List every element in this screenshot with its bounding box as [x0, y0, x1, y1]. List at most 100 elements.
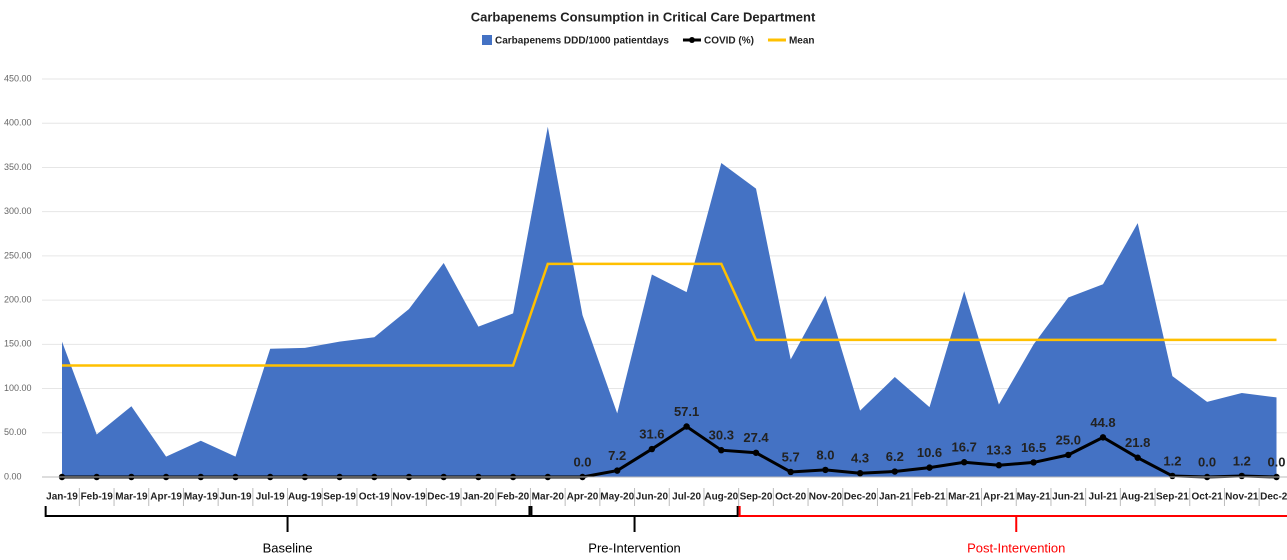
marker: [1065, 451, 1072, 459]
x-tick-label: Feb-20: [497, 492, 530, 503]
x-tick-label: Dec-19: [427, 492, 460, 503]
x-tick-label: Mar-21: [948, 492, 981, 503]
x-tick-label: Apr-20: [567, 492, 599, 503]
x-tick-label: May-20: [600, 492, 634, 503]
data-label: 0.0: [573, 454, 591, 469]
legend-marker: [688, 37, 695, 43]
data-label: 25.0: [1056, 432, 1081, 447]
y-tick-label: 400.00: [4, 118, 32, 128]
phase-bracket: [738, 506, 1287, 532]
y-tick-label: 250.00: [4, 250, 32, 260]
data-label: 0.0: [1198, 454, 1216, 469]
data-label: 16.7: [952, 440, 977, 455]
x-tick-label: Feb-19: [81, 492, 114, 503]
marker: [1099, 434, 1107, 441]
y-tick-label: 450.00: [4, 73, 32, 83]
x-tick-label: Sep-20: [740, 492, 773, 503]
data-label: 7.2: [608, 448, 626, 463]
marker: [1169, 472, 1176, 480]
x-tick-label: Feb-21: [913, 492, 946, 503]
legend-item: COVID (%): [682, 36, 754, 47]
x-tick-label: Oct-19: [359, 492, 391, 503]
x-tick-label: Jul-19: [256, 492, 285, 503]
data-label: 27.4: [743, 430, 769, 445]
marker: [926, 464, 933, 471]
phase-label: Baseline: [263, 540, 313, 555]
x-tick-label: Aug-20: [704, 492, 738, 503]
marker: [995, 462, 1003, 469]
x-tick-label: Sep-21: [1156, 492, 1189, 503]
data-label: 44.8: [1090, 415, 1115, 430]
legend-item: Carbapenems DDD/1000 patientdays: [482, 35, 669, 47]
marker: [822, 466, 829, 474]
data-label: 31.6: [639, 426, 664, 441]
x-tick-label: Jul-20: [672, 492, 701, 503]
data-label: 57.1: [674, 404, 699, 419]
x-tick-label: May-21: [1017, 492, 1051, 503]
x-tick-label: Apr-19: [150, 492, 182, 503]
phase-label: Post-Intervention: [967, 540, 1065, 555]
phase-bracket: [44, 506, 531, 532]
y-tick-label: 350.00: [4, 162, 32, 172]
marker: [614, 467, 621, 474]
marker: [891, 468, 898, 475]
data-label: 16.5: [1021, 440, 1046, 455]
x-tick-label: Jun-20: [636, 492, 669, 503]
marker: [1030, 459, 1037, 466]
line: [62, 262, 1277, 367]
x-tick-label: Jun-21: [1052, 492, 1085, 503]
data-label: 13.3: [986, 443, 1011, 458]
marker: [1134, 454, 1141, 461]
chart-title: Carbapenems Consumption in Critical Care…: [471, 9, 816, 24]
x-tick-label: Oct-21: [1192, 492, 1224, 503]
y-tick-label: 150.00: [4, 339, 32, 349]
data-label: 4.3: [851, 451, 869, 466]
x-tick-label: Aug-19: [288, 492, 322, 503]
marker: [718, 447, 725, 454]
x-tick-label: Jul-21: [1089, 492, 1118, 503]
legend-item: Mean: [767, 36, 815, 47]
data-label: 8.0: [816, 447, 834, 462]
marker: [961, 459, 968, 466]
data-label: 21.8: [1125, 435, 1150, 450]
x-tick-label: Aug-21: [1121, 492, 1155, 503]
legend-label: Mean: [789, 36, 815, 47]
x-tick-label: Jun-19: [219, 492, 252, 503]
x-tick-label: Dec-20: [844, 492, 877, 503]
phase-bracket: [530, 506, 739, 532]
y-tick-label: 100.00: [4, 383, 32, 393]
marker: [856, 469, 864, 477]
x-tick-label: Jan-20: [463, 492, 495, 503]
x-tick-label: Nov-20: [809, 492, 843, 503]
legend-label: COVID (%): [704, 36, 754, 47]
y-tick-label: 0.00: [4, 471, 22, 481]
marker: [787, 468, 794, 476]
x-tick-label: Mar-19: [115, 492, 148, 503]
data-label: 0.0: [1267, 454, 1285, 469]
data-label: 1.2: [1233, 453, 1251, 468]
area: [62, 126, 1277, 477]
data-label: 6.2: [886, 449, 904, 464]
legend-label: Carbapenems DDD/1000 patientdays: [495, 36, 669, 47]
marker: [1238, 472, 1246, 480]
x-tick-label: Apr-21: [983, 492, 1015, 503]
data-label: 10.6: [917, 445, 942, 460]
marker: [648, 445, 656, 453]
y-tick-label: 200.00: [4, 294, 32, 304]
marker: [752, 449, 760, 456]
x-tick-label: Jan-19: [46, 492, 78, 503]
x-tick-label: Jan-21: [879, 492, 911, 503]
x-tick-label: Oct-20: [775, 492, 807, 503]
marker: [683, 423, 690, 430]
legend-swatch: [482, 35, 492, 45]
y-tick-label: 300.00: [4, 206, 32, 216]
phase-label: Pre-Intervention: [588, 540, 681, 555]
x-tick-label: Mar-20: [532, 492, 565, 503]
data-label: 5.7: [782, 449, 800, 464]
x-tick-label: Nov-21: [1225, 492, 1259, 503]
x-tick-label: Sep-19: [323, 492, 356, 503]
x-tick-label: Nov-19: [392, 492, 426, 503]
data-label: 30.3: [709, 428, 734, 443]
data-label: 1.2: [1163, 453, 1181, 468]
